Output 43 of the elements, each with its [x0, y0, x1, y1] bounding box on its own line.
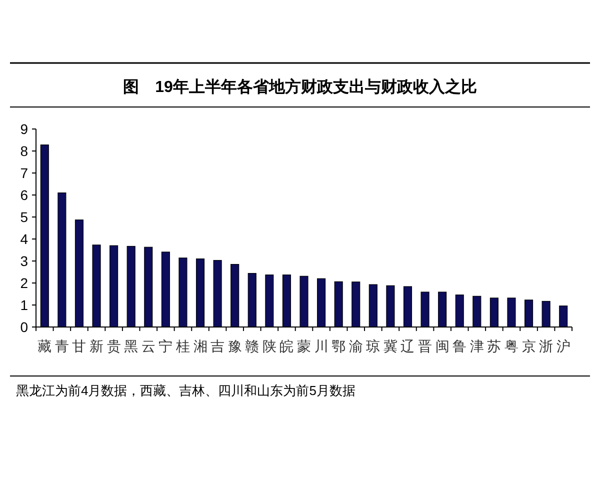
ytick: 3: [20, 253, 28, 269]
xtick: 青: [54, 338, 69, 354]
title: 图 19年上半年各省地方财政支出与财政收入之比: [123, 79, 477, 96]
ytick: 0: [20, 319, 28, 335]
xtick: 闽: [435, 338, 450, 354]
xtick: 甘: [72, 338, 86, 354]
xtick: 皖: [280, 338, 294, 354]
xtick: 贵: [106, 338, 121, 354]
xtick: 粤: [504, 338, 518, 354]
ytick: 7: [20, 165, 28, 181]
xtick: 宁: [158, 338, 173, 354]
xtick: 津: [470, 338, 484, 354]
xtick: 吉: [210, 338, 225, 354]
xtick: 鄂: [332, 338, 346, 354]
xtick: 藏: [38, 338, 52, 354]
xtick: 新: [90, 338, 104, 354]
xtick: 湘: [193, 338, 208, 354]
ytick: 9: [20, 121, 28, 137]
xtick: 桂: [176, 338, 190, 354]
ytick: 5: [20, 209, 28, 225]
xtick: 浙: [539, 338, 554, 354]
xtick: 沪: [556, 338, 570, 354]
xtick: 晋: [418, 338, 432, 354]
xtick: 蒙: [297, 338, 311, 354]
xtick: 辽: [400, 338, 415, 354]
xtick: 豫: [228, 338, 242, 354]
xtick: 苏: [487, 338, 502, 354]
xtick: 鲁: [452, 338, 467, 354]
ytick: 2: [20, 275, 28, 291]
xtick: 黑: [124, 338, 138, 354]
ytick: 4: [20, 231, 28, 247]
annotation: 黑龙江为前4月数据，西藏、吉林、四川和山东为前5月数据: [16, 383, 356, 398]
ytick: 8: [20, 143, 28, 159]
xtick: 冀: [383, 338, 398, 354]
xtick: 云: [141, 338, 156, 354]
xtick: 赣: [245, 338, 260, 354]
xtick: 京: [522, 338, 536, 354]
xtick: 川: [314, 338, 328, 354]
xtick: 陕: [262, 338, 276, 354]
xtick: 琼: [366, 338, 380, 354]
ytick: 1: [20, 297, 28, 313]
ytick: 6: [20, 187, 28, 203]
xtick: 渝: [348, 338, 363, 354]
